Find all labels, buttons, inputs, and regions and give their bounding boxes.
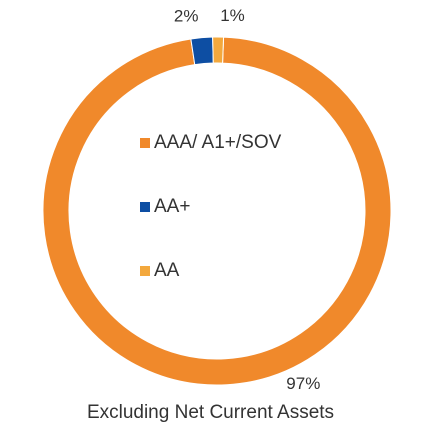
slice-aaa-a1-sov: [42, 36, 392, 386]
legend-swatch-aaa: [140, 138, 150, 148]
legend-swatch-aa: [140, 266, 150, 276]
slice-aa: [212, 36, 225, 64]
donut-slices: [42, 36, 392, 386]
data-label-aa: 1%: [220, 6, 245, 25]
legend-label-aa: AA: [154, 260, 180, 281]
slice-aa: [190, 36, 214, 66]
legend-item-aaa: AAA/ A1+/SOV: [140, 126, 340, 160]
data-label-aaa-a1-sov: 97%: [286, 374, 320, 393]
donut-data-labels: 97% 2% 1%: [174, 6, 320, 393]
legend-swatch-aa-plus: [140, 202, 150, 212]
legend-label-aaa: AAA/ A1+/SOV: [154, 132, 282, 153]
chart-caption: Excluding Net Current Assets: [86, 402, 335, 423]
data-label-aa: 2%: [174, 7, 199, 26]
legend: AAA/ A1+/SOV AA+ AA: [140, 126, 340, 288]
legend-item-aa-plus: AA+: [140, 190, 340, 224]
legend-label-aa-plus: AA+: [154, 196, 191, 217]
legend-item-aa: AA: [140, 254, 340, 288]
